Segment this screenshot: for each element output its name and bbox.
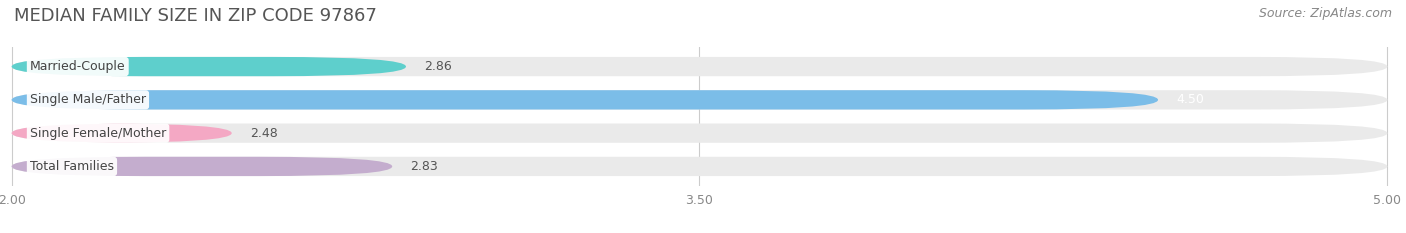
Text: Single Female/Mother: Single Female/Mother [30, 127, 166, 140]
Text: Source: ZipAtlas.com: Source: ZipAtlas.com [1258, 7, 1392, 20]
Text: MEDIAN FAMILY SIZE IN ZIP CODE 97867: MEDIAN FAMILY SIZE IN ZIP CODE 97867 [14, 7, 377, 25]
Text: 2.48: 2.48 [250, 127, 278, 140]
FancyBboxPatch shape [11, 157, 1388, 176]
FancyBboxPatch shape [11, 123, 1388, 143]
Text: 4.50: 4.50 [1177, 93, 1205, 106]
FancyBboxPatch shape [11, 157, 392, 176]
FancyBboxPatch shape [11, 123, 232, 143]
FancyBboxPatch shape [11, 90, 1388, 110]
FancyBboxPatch shape [11, 90, 1159, 110]
FancyBboxPatch shape [11, 57, 1388, 76]
Text: Married-Couple: Married-Couple [30, 60, 125, 73]
Text: Total Families: Total Families [30, 160, 114, 173]
Text: Single Male/Father: Single Male/Father [30, 93, 146, 106]
Text: 2.83: 2.83 [411, 160, 439, 173]
FancyBboxPatch shape [11, 57, 406, 76]
Text: 2.86: 2.86 [425, 60, 453, 73]
